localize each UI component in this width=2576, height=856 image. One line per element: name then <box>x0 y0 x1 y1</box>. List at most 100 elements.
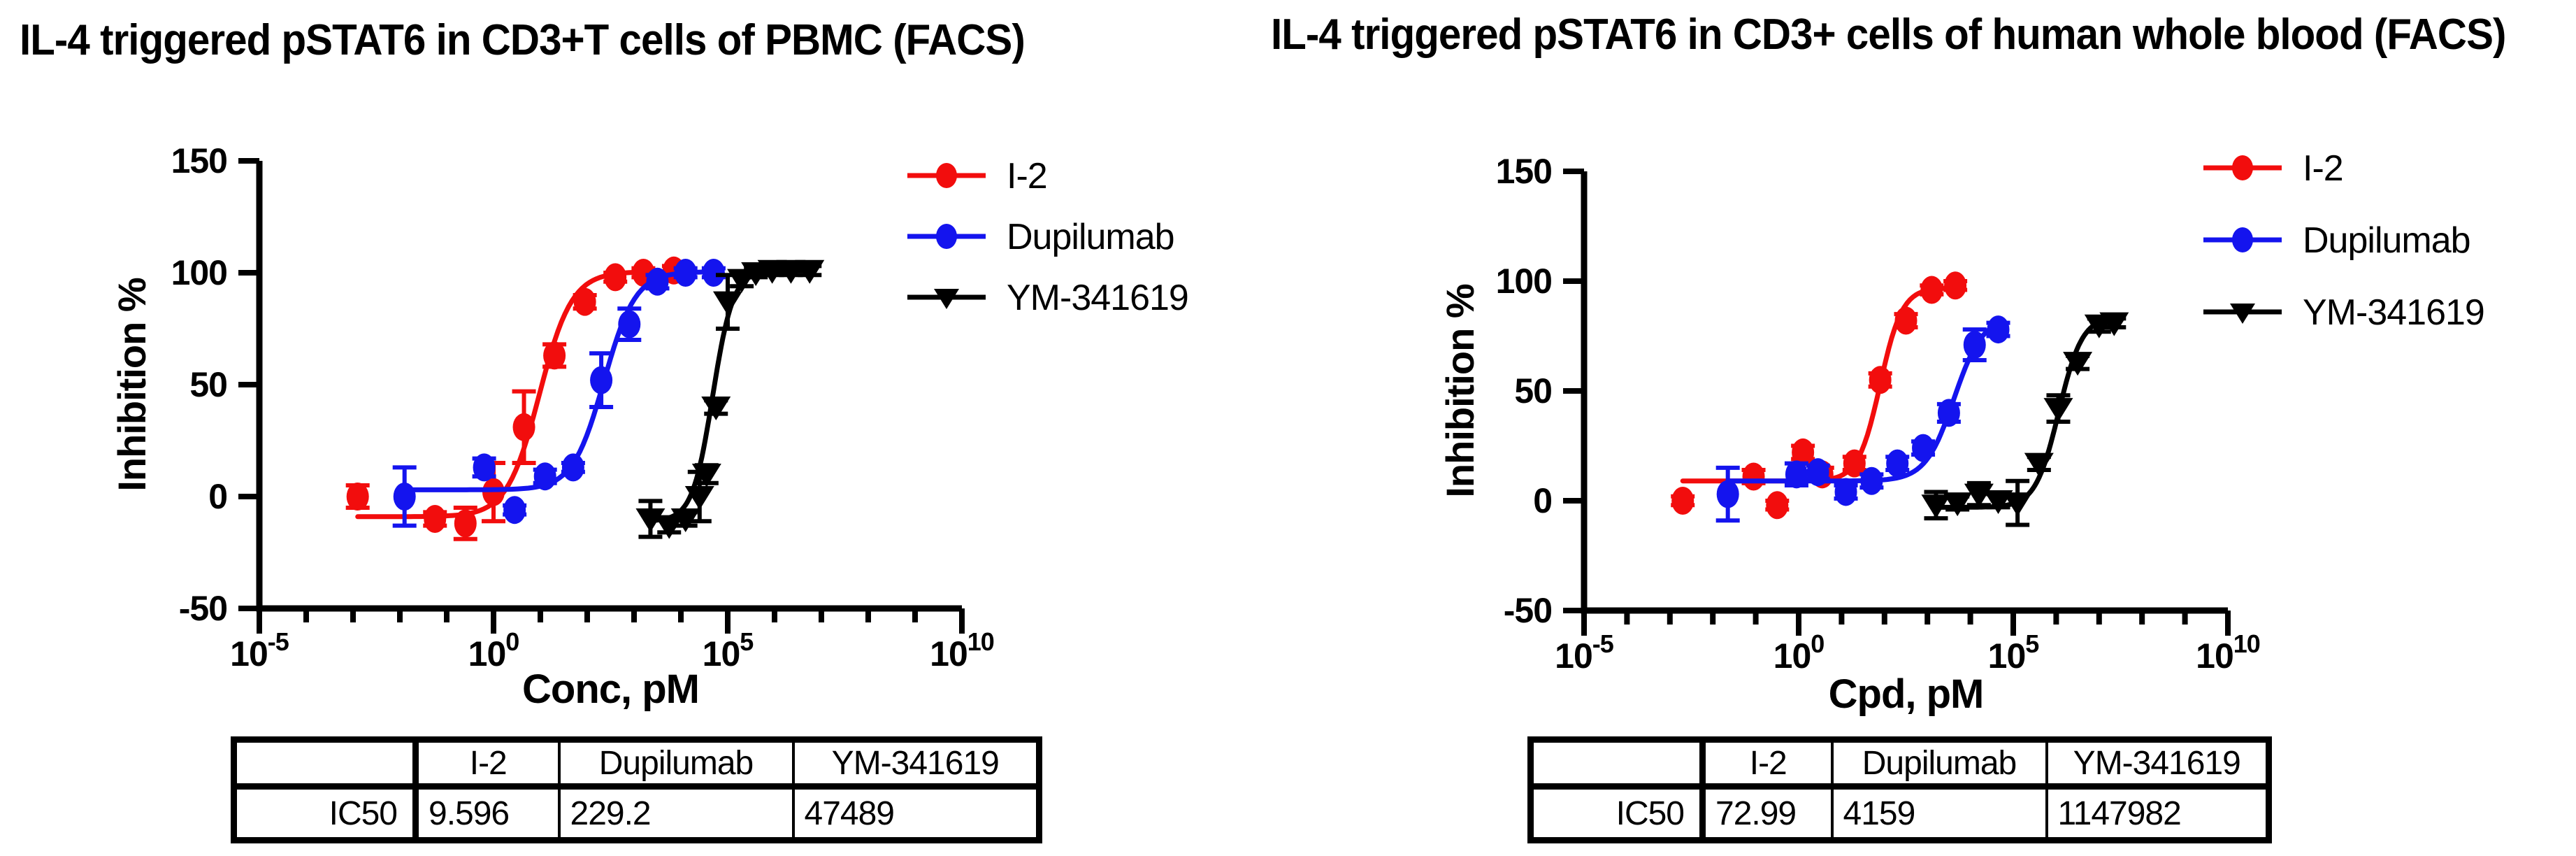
legend: I-2 Dupilumab YM-341619 <box>2203 148 2485 333</box>
data-point-marker <box>670 508 700 532</box>
fit-curve <box>402 269 717 492</box>
data-point-marker <box>1921 494 1951 519</box>
data-point-marker <box>1785 460 1808 489</box>
legend-label: Dupilumab <box>2303 220 2470 261</box>
data-point-marker <box>713 291 742 315</box>
y-tick-label: 0 <box>1533 481 1552 520</box>
legend-marker <box>2230 304 2255 324</box>
data-point-marker <box>1920 276 1943 304</box>
data-point-marker <box>604 263 627 292</box>
x-tick-label: 105 <box>1988 629 2040 676</box>
data-point-marker <box>1806 458 1829 487</box>
legend-label: I-2 <box>2303 148 2343 189</box>
data-point-marker <box>1671 487 1694 515</box>
data-point-marker <box>1964 483 1994 508</box>
legend-marker <box>934 289 959 309</box>
table-row: IC50 72.99 4159 1147982 <box>1529 785 2271 842</box>
chart-title-left: IL-4 triggered pSTAT6 in CD3+T cells of … <box>20 16 1026 64</box>
data-point-marker <box>346 483 369 511</box>
x-tick-label: 10-5 <box>230 627 289 673</box>
x-tick-label: 1010 <box>930 627 994 673</box>
data-point-marker <box>757 259 787 284</box>
y-axis-title: Inhibition % <box>1438 284 1482 497</box>
data-point-marker <box>776 259 806 284</box>
data-point-marker <box>424 505 447 533</box>
legend-item-YM-341619: YM-341619 <box>907 278 1189 318</box>
data-point-marker <box>393 483 416 511</box>
x-tick-label: 100 <box>468 627 519 673</box>
legend: I-2 Dupilumab YM-341619 <box>907 156 1189 318</box>
legend-item-I-2: I-2 <box>2203 148 2344 189</box>
row-label-cell: IC50 <box>1529 785 1706 842</box>
data-point-marker <box>2003 492 2033 517</box>
data-point-marker <box>1869 366 1892 394</box>
data-point-marker <box>635 508 665 532</box>
ic50-table-right: I-2 Dupilumab YM-341619 IC50 72.99 4159 … <box>1527 736 2272 843</box>
y-axis-title: Inhibition % <box>110 278 154 491</box>
y-tick-label: 50 <box>189 365 227 404</box>
legend-label: Dupilumab <box>1007 217 1174 257</box>
data-point-marker <box>1860 466 1883 495</box>
data-point-marker <box>2063 352 2093 376</box>
legend-marker <box>2232 227 2253 252</box>
y-tick-label: -50 <box>179 589 227 628</box>
legend-label: YM-341619 <box>2303 292 2484 333</box>
legend-item-Dupilumab: Dupilumab <box>907 217 1175 257</box>
legend-marker <box>2232 155 2253 180</box>
x-tick-label: 1010 <box>2196 629 2260 676</box>
legend-item-I-2: I-2 <box>907 156 1048 197</box>
x-axis-title: Conc, pM <box>522 666 699 712</box>
data-point-marker <box>701 397 731 420</box>
series-YM-341619 <box>635 259 825 539</box>
x-tick-label: 100 <box>1773 629 1825 676</box>
y-tick-label: 100 <box>171 253 227 292</box>
chart-title-right: IL-4 triggered pSTAT6 in CD3+ cells of h… <box>1271 10 2506 59</box>
data-point-marker <box>1716 480 1739 508</box>
data-point-marker <box>1834 478 1857 506</box>
y-tick-label: -50 <box>1504 591 1552 630</box>
data-point-marker <box>684 486 714 510</box>
ic50-value-cell: 72.99 <box>1701 785 1834 842</box>
data-point-marker <box>1944 271 1967 300</box>
series-Dupilumab <box>1715 315 2010 523</box>
ic50-value-cell: 47489 <box>791 785 1041 842</box>
ic50-value-cell: 1147982 <box>2045 785 2271 842</box>
data-point-marker <box>2024 452 2054 477</box>
data-point-marker <box>1742 462 1765 491</box>
data-point-marker <box>503 496 526 525</box>
legend-marker <box>936 224 957 249</box>
ic50-value-cell: 4159 <box>1830 785 2048 842</box>
y-tick-label: 150 <box>1496 152 1552 191</box>
data-point-marker <box>618 310 641 338</box>
row-label-cell: IC50 <box>232 785 419 842</box>
data-point-marker <box>1912 434 1935 462</box>
ic50-value-cell: 229.2 <box>557 785 795 842</box>
table-header-cell: I-2 <box>1701 738 1834 790</box>
data-point-marker <box>1792 438 1815 466</box>
series-I-2 <box>345 256 686 541</box>
series-YM-341619 <box>1921 312 2129 527</box>
data-point-marker <box>2099 312 2129 336</box>
table-header-cell: YM-341619 <box>2045 738 2271 790</box>
data-point-marker <box>543 341 566 370</box>
series-Dupilumab <box>392 259 726 528</box>
data-point-marker <box>561 453 584 482</box>
data-point-marker <box>573 287 596 316</box>
table-header-cell: YM-341619 <box>791 738 1041 790</box>
x-tick-label: 10-5 <box>1555 629 1614 676</box>
table-header-cell: Dupilumab <box>557 738 795 790</box>
data-point-marker <box>2043 398 2073 422</box>
data-point-marker <box>1987 315 2010 344</box>
data-point-marker <box>1963 331 1986 359</box>
table-header-cell: I-2 <box>414 738 561 790</box>
empty-corner-cell <box>1529 738 1706 790</box>
legend-marker <box>936 163 957 188</box>
data-point-marker <box>691 464 721 487</box>
y-tick-label: 0 <box>208 477 227 516</box>
table-header-row: I-2 Dupilumab YM-341619 <box>232 738 1041 790</box>
data-point-marker <box>590 366 613 394</box>
data-point-marker <box>533 462 556 491</box>
legend-item-Dupilumab: Dupilumab <box>2203 220 2471 261</box>
